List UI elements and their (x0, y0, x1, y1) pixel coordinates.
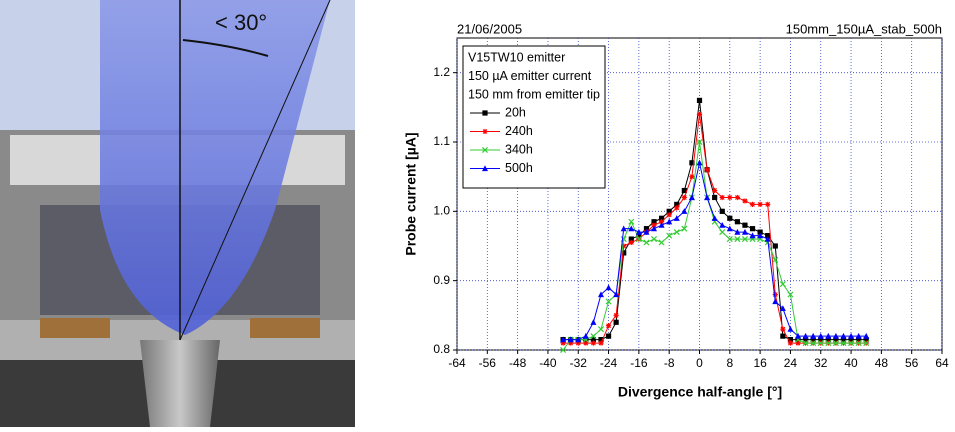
point (780, 334, 785, 339)
point (606, 323, 611, 328)
legend-marker (482, 110, 487, 115)
title-left: 21/06/2005 (457, 21, 522, 36)
page: < 30° 21/06/2005 150mm_150µA_stab_500h D… (0, 0, 955, 432)
x-axis-label: Divergence half-angle [°] (618, 384, 782, 400)
point (614, 320, 619, 325)
point (667, 212, 672, 217)
emitter (140, 340, 220, 427)
legend-label: 20h (505, 105, 526, 119)
x-tick-label: -16 (630, 356, 648, 370)
x-tick-label: -40 (539, 356, 557, 370)
point (720, 209, 725, 214)
y-tick-label: 1.0 (433, 204, 450, 218)
x-tick-label: -48 (509, 356, 527, 370)
point (742, 223, 747, 228)
x-tick-label: 40 (844, 356, 858, 370)
point (712, 195, 717, 200)
point (697, 112, 702, 117)
point (727, 216, 732, 221)
point (712, 188, 717, 193)
point (727, 195, 732, 200)
point (629, 240, 634, 245)
angle-label: < 30° (215, 10, 267, 35)
page-canvas: < 30° 21/06/2005 150mm_150µA_stab_500h D… (0, 0, 955, 427)
y-tick-label: 1.2 (433, 65, 450, 79)
point (674, 205, 679, 210)
ring-right (250, 318, 320, 338)
x-tick-label: 56 (905, 356, 919, 370)
legend-marker (482, 129, 487, 134)
point (682, 195, 687, 200)
legend: V15TW10 emitter 150 µA emitter current 150… (463, 46, 605, 188)
illustration: < 30° (0, 0, 355, 427)
legend-label: 500h (505, 161, 533, 175)
x-tick-label: 24 (784, 356, 798, 370)
x-tick-label: -8 (664, 356, 675, 370)
x-tick-label: 8 (726, 356, 733, 370)
x-tick-label: 0 (696, 356, 703, 370)
point (614, 313, 619, 318)
legend-label: 240h (505, 124, 533, 138)
point (765, 202, 770, 207)
point (598, 340, 603, 345)
point (773, 243, 778, 248)
x-tick-label: -64 (448, 356, 466, 370)
point (720, 195, 725, 200)
legend-title: 150 µA emitter current (468, 69, 592, 83)
legend-title: V15TW10 emitter (468, 50, 565, 64)
point (780, 327, 785, 332)
title-right: 150mm_150µA_stab_500h (786, 21, 942, 36)
point (788, 340, 793, 345)
legend-title: 150 mm from emitter tip (468, 87, 600, 101)
x-tick-label: -24 (600, 356, 618, 370)
x-tick-label: 64 (935, 356, 949, 370)
y-tick-label: 0.9 (433, 273, 450, 287)
point (697, 98, 702, 103)
point (750, 202, 755, 207)
x-tick-label: -56 (479, 356, 497, 370)
x-tick-label: 32 (814, 356, 828, 370)
point (773, 292, 778, 297)
x-tick-label: 48 (875, 356, 889, 370)
point (742, 198, 747, 203)
point (758, 202, 763, 207)
point (606, 334, 611, 339)
point (750, 226, 755, 231)
y-tick-label: 1.1 (433, 134, 450, 148)
x-tick-label: 16 (753, 356, 767, 370)
x-tick-label: -32 (570, 356, 588, 370)
point (689, 174, 694, 179)
point (704, 167, 709, 172)
y-axis-label: Probe current [µA] (403, 132, 419, 255)
ring-left (40, 318, 110, 338)
point (735, 219, 740, 224)
point (591, 340, 596, 345)
y-tick-label: 0.8 (433, 342, 450, 356)
legend-label: 340h (505, 142, 533, 156)
point (735, 195, 740, 200)
